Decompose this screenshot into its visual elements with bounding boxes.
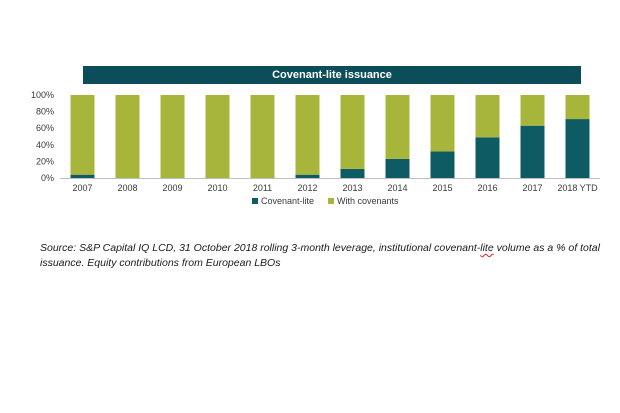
bar-with-covenants <box>295 95 320 175</box>
bar-with-covenants <box>385 95 410 159</box>
bar-covenant-lite <box>385 158 410 178</box>
x-tick-label: 2016 <box>477 183 497 193</box>
bar-with-covenants <box>430 95 455 152</box>
x-tick-label: 2008 <box>117 183 137 193</box>
source-text-lite: lite <box>480 242 494 254</box>
bar-covenant-lite <box>475 137 500 178</box>
y-tick-label: 60% <box>36 123 54 133</box>
x-tick-label: 2015 <box>432 183 452 193</box>
bar-covenant-lite <box>520 125 545 178</box>
bars <box>70 95 590 178</box>
y-tick-label: 20% <box>36 156 54 166</box>
x-axis-labels: 2007 2008 2009 2010 2011 2012 2013 2014 2015 2016… <box>72 183 598 193</box>
legend-swatch-covenant-lite <box>252 198 258 204</box>
x-tick-label: 2007 <box>72 183 92 193</box>
bar-with-covenants <box>520 95 545 126</box>
y-tick-label: 100% <box>31 90 54 100</box>
legend-label-covenant-lite: Covenant-lite <box>261 196 314 206</box>
chart-title: Covenant-lite issuance <box>83 66 581 84</box>
legend: Covenant-lite With covenants <box>252 196 399 206</box>
y-tick-label: 0% <box>41 173 54 183</box>
y-tick-label: 40% <box>36 140 54 150</box>
x-tick-label: 2017 <box>522 183 542 193</box>
bar-with-covenants <box>340 95 365 169</box>
legend-label-with-covenants: With covenants <box>337 196 399 206</box>
bar-with-covenants <box>115 95 140 178</box>
bar-covenant-lite <box>70 174 95 178</box>
x-tick-label: 2010 <box>207 183 227 193</box>
bar-with-covenants <box>160 95 185 178</box>
bar-with-covenants <box>70 95 95 175</box>
y-tick-label: 80% <box>36 107 54 117</box>
bar-with-covenants <box>250 95 275 178</box>
chart-svg: 0%20%40%60%80%100% 2007 2008 2009 2010 2011 2… <box>31 90 600 206</box>
source-text-end: volume as a % of total issuance. Equity … <box>40 242 600 269</box>
bar-covenant-lite <box>340 168 365 178</box>
x-tick-label: 2009 <box>162 183 182 193</box>
x-tick-label: 2018 YTD <box>557 183 598 193</box>
x-tick-label: 2011 <box>253 183 272 193</box>
x-tick-label: 2014 <box>387 183 407 193</box>
bar-with-covenants <box>475 95 500 138</box>
bar-covenant-lite <box>565 119 590 178</box>
bar-covenant-lite <box>430 151 455 178</box>
bar-with-covenants <box>565 95 590 120</box>
bar-covenant-lite <box>295 174 320 178</box>
x-tick-label: 2013 <box>342 183 362 193</box>
source-note: Source: S&P Capital IQ LCD, 31 October 2… <box>40 241 600 271</box>
legend-swatch-with-covenants <box>328 198 335 204</box>
source-text-start: Source: S&P Capital IQ LCD, 31 October 2… <box>40 242 481 254</box>
bar-with-covenants <box>205 95 230 178</box>
x-tick-label: 2012 <box>297 183 317 193</box>
y-axis-labels: 0% 20% 40% 60% 80% 100% <box>31 90 54 183</box>
